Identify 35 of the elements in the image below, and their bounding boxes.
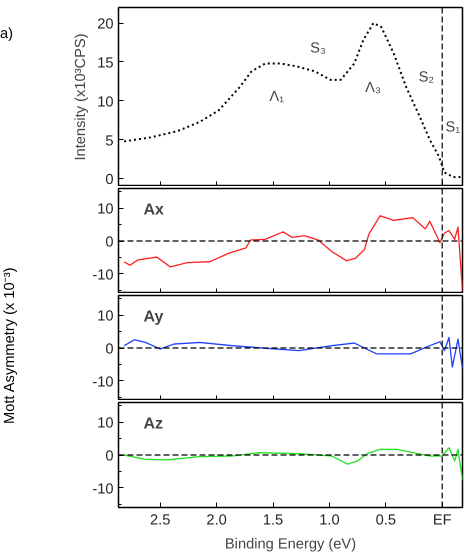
x-tick-label: 0.5 xyxy=(376,512,396,528)
y-tick-label: 10 xyxy=(97,308,114,325)
y-tick-label: 0 xyxy=(105,448,114,464)
y-tick-label: 10 xyxy=(97,416,114,432)
y-tick-label: 10 xyxy=(97,94,114,110)
y-tick-label: -10 xyxy=(92,481,114,498)
y-tick-label: 5 xyxy=(105,133,114,150)
annotation: Λ₁ xyxy=(269,89,284,105)
y-axis-title: Mott Asymmetry (x 10⁻³) xyxy=(1,268,19,424)
x-tick-label: 1.5 xyxy=(262,512,284,528)
y-tick-label: 15 xyxy=(97,55,114,72)
line-series xyxy=(123,336,462,370)
y-tick-label: 0 xyxy=(105,342,114,358)
annotation: S₂ xyxy=(418,69,434,86)
series-label: Az xyxy=(144,416,164,432)
y-axis-title: Intensity (x10³CPS) xyxy=(73,33,90,161)
annotation: S₁ xyxy=(446,119,460,136)
text: Ax xyxy=(144,202,164,218)
y-tick-label: -10 xyxy=(92,374,114,390)
x-tick-label: 2.5 xyxy=(150,512,170,528)
line-series xyxy=(123,215,462,292)
y-tick-label: 10 xyxy=(97,202,114,218)
line-series xyxy=(123,447,462,481)
x-tick-label: EF xyxy=(432,512,452,528)
annotation: S₃ xyxy=(310,40,326,57)
y-tick-label: 20 xyxy=(97,16,114,33)
x-tick-label: 1.0 xyxy=(319,512,340,528)
annotation: Λ₃ xyxy=(365,80,381,96)
x-tick-label: 2.0 xyxy=(206,512,227,528)
y-tick-label: -10 xyxy=(92,267,114,284)
x-axis-title: Binding Energy (eV) xyxy=(224,536,356,552)
text: a) xyxy=(0,25,14,44)
y-tick-label: 0 xyxy=(105,172,114,188)
series-label: Ay xyxy=(144,308,164,326)
y-tick-label: 0 xyxy=(105,234,114,250)
